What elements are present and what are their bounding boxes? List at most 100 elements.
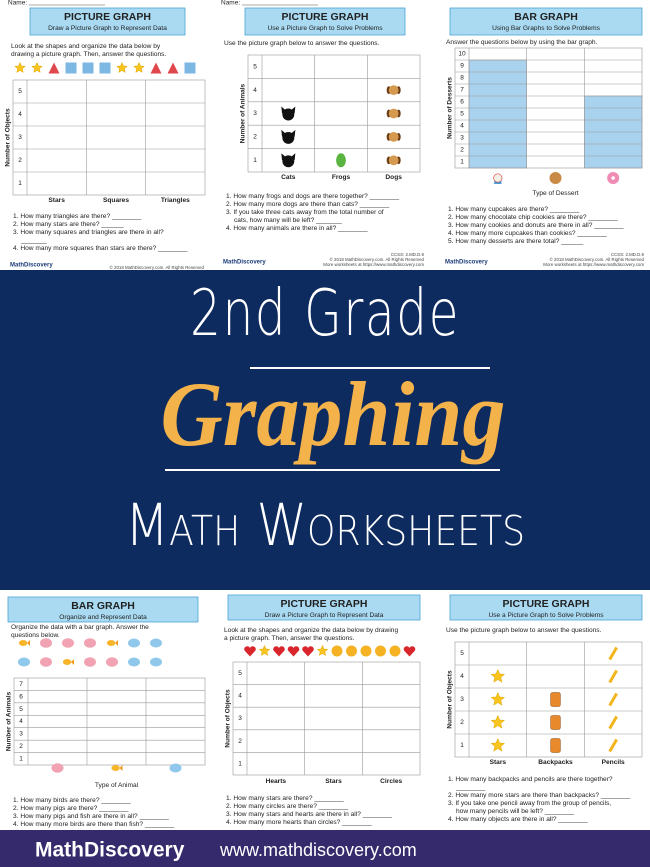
y-tick-label: 1 [460, 159, 464, 166]
worksheet-brand: MathDiscovery [223, 260, 266, 266]
y-tick-label: 1 [460, 742, 464, 749]
circle-icon [346, 645, 357, 657]
y-axis-label: Number of Animals [6, 691, 13, 751]
worksheet-title: BAR GRAPH [514, 11, 578, 23]
heart-icon [302, 646, 314, 657]
star-icon [116, 61, 128, 73]
title-box [7, 596, 199, 623]
dog-icon [388, 85, 399, 95]
bird-icon [169, 763, 182, 773]
graph-grid [454, 47, 643, 169]
question: 4. How many more cupcakes than cookies? … [448, 230, 607, 237]
graph-grid [13, 677, 206, 766]
worksheet-title: PICTURE GRAPH [503, 598, 590, 610]
y-tick-label: 4 [460, 123, 464, 130]
x-axis-label: Type of Dessert [532, 190, 578, 197]
question: 1. How many cupcakes are there? ________ [448, 206, 580, 213]
question: 4. How many objects are there in all? __… [448, 816, 588, 823]
bird-icon [18, 657, 30, 667]
y-tick-label: 8 [460, 75, 464, 82]
question: 3. How many stars and hearts are there i… [226, 811, 392, 818]
worksheet-footnote: CCSS: 2.MD.D.9 [611, 252, 645, 257]
dog-icon [388, 155, 399, 166]
fish-tail [119, 765, 123, 771]
cat-ears [290, 129, 296, 137]
fish-tail [115, 640, 118, 646]
y-tick-label: 2 [19, 743, 23, 750]
backpack-icon [550, 715, 561, 730]
title-box [244, 7, 406, 36]
instructions: Use the picture graph below to answer th… [224, 40, 380, 47]
y-tick-label: 6 [460, 99, 464, 106]
bird-icon [150, 657, 162, 667]
question: 2. How many circles are there? ________ [226, 803, 348, 810]
question: 1. How many birds are there? ________ [13, 797, 131, 804]
y-tick-label: 3 [238, 715, 242, 722]
cat-ears [281, 129, 287, 137]
category-label: Hearts [266, 778, 287, 785]
heart-icon [287, 646, 300, 657]
pig-icon [62, 638, 74, 648]
footer-url[interactable]: www.mathdiscovery.com [219, 840, 417, 860]
heart-icon [403, 646, 416, 657]
cupcake-top [493, 173, 503, 183]
category-label: Dogs [385, 174, 402, 181]
y-tick-label: 3 [460, 135, 464, 142]
triangle-icon [167, 62, 179, 74]
star-icon [490, 737, 506, 752]
y-tick-label: 2 [460, 719, 464, 726]
title-box [29, 7, 186, 36]
title-box [227, 594, 421, 621]
y-tick-label: 5 [238, 670, 242, 677]
square-icon [99, 62, 111, 74]
y-tick-label: 2 [18, 157, 22, 164]
question: 1. How many stars are there? ________ [226, 795, 344, 802]
cat-ears [281, 153, 287, 161]
pencil-icon [608, 646, 618, 661]
y-tick-label: 1 [253, 157, 257, 164]
worksheet-subtitle: Use a Picture Graph to Solve Problems [488, 612, 604, 619]
star-icon [490, 714, 506, 729]
circle-icon [360, 645, 372, 657]
y-tick-label: 4 [460, 673, 464, 680]
pig-icon [40, 638, 52, 648]
triangle-icon [150, 62, 162, 74]
y-tick-label: 3 [19, 731, 23, 738]
pencil-icon [608, 669, 618, 684]
question: 3. How many squares and triangles are th… [13, 229, 164, 244]
y-tick-label: 4 [19, 718, 23, 725]
y-tick-label: 9 [460, 63, 464, 70]
circle-icon [331, 645, 343, 657]
fish-icon [106, 640, 116, 646]
worksheet-footnote: More worksheets at https://www.mathdisco… [323, 262, 424, 267]
banner-line-2: Graphing [161, 363, 506, 465]
dog-icon [388, 132, 399, 142]
worksheet-brand: MathDiscovery [10, 263, 53, 269]
y-tick-label: 5 [18, 88, 22, 95]
category-label: Stars [490, 759, 507, 766]
grid-frame [232, 661, 421, 776]
category-label: Squares [103, 197, 129, 204]
question: 1. How many triangles are there? _______… [13, 213, 142, 220]
y-tick-label: 1 [19, 756, 23, 763]
y-tick-label: 2 [253, 134, 257, 141]
cat-ears [290, 153, 296, 161]
category-label: Pencils [602, 759, 625, 766]
y-axis-label: Number of Animals [240, 83, 247, 143]
question: 1. How many frogs and dogs are there tog… [226, 193, 399, 200]
star-icon [31, 61, 43, 73]
instructions: Use the picture graph below to answer th… [446, 627, 602, 634]
worksheet-footnote: © 2018 MathDiscovery.com. All Rights Res… [330, 257, 425, 262]
question: 2. How many more stars are there than ba… [448, 792, 630, 799]
star-icon [258, 644, 271, 656]
question: 5. How many desserts are there total? __… [448, 238, 584, 245]
pig-icon [84, 638, 96, 648]
question: 2. How many pigs are there? ________ [13, 805, 129, 812]
worksheet-brand: MathDiscovery [445, 260, 488, 266]
category-label: Triangles [161, 197, 190, 204]
graph-grid [232, 661, 421, 776]
donut-hole [611, 176, 615, 180]
y-tick-label: 10 [458, 51, 466, 58]
